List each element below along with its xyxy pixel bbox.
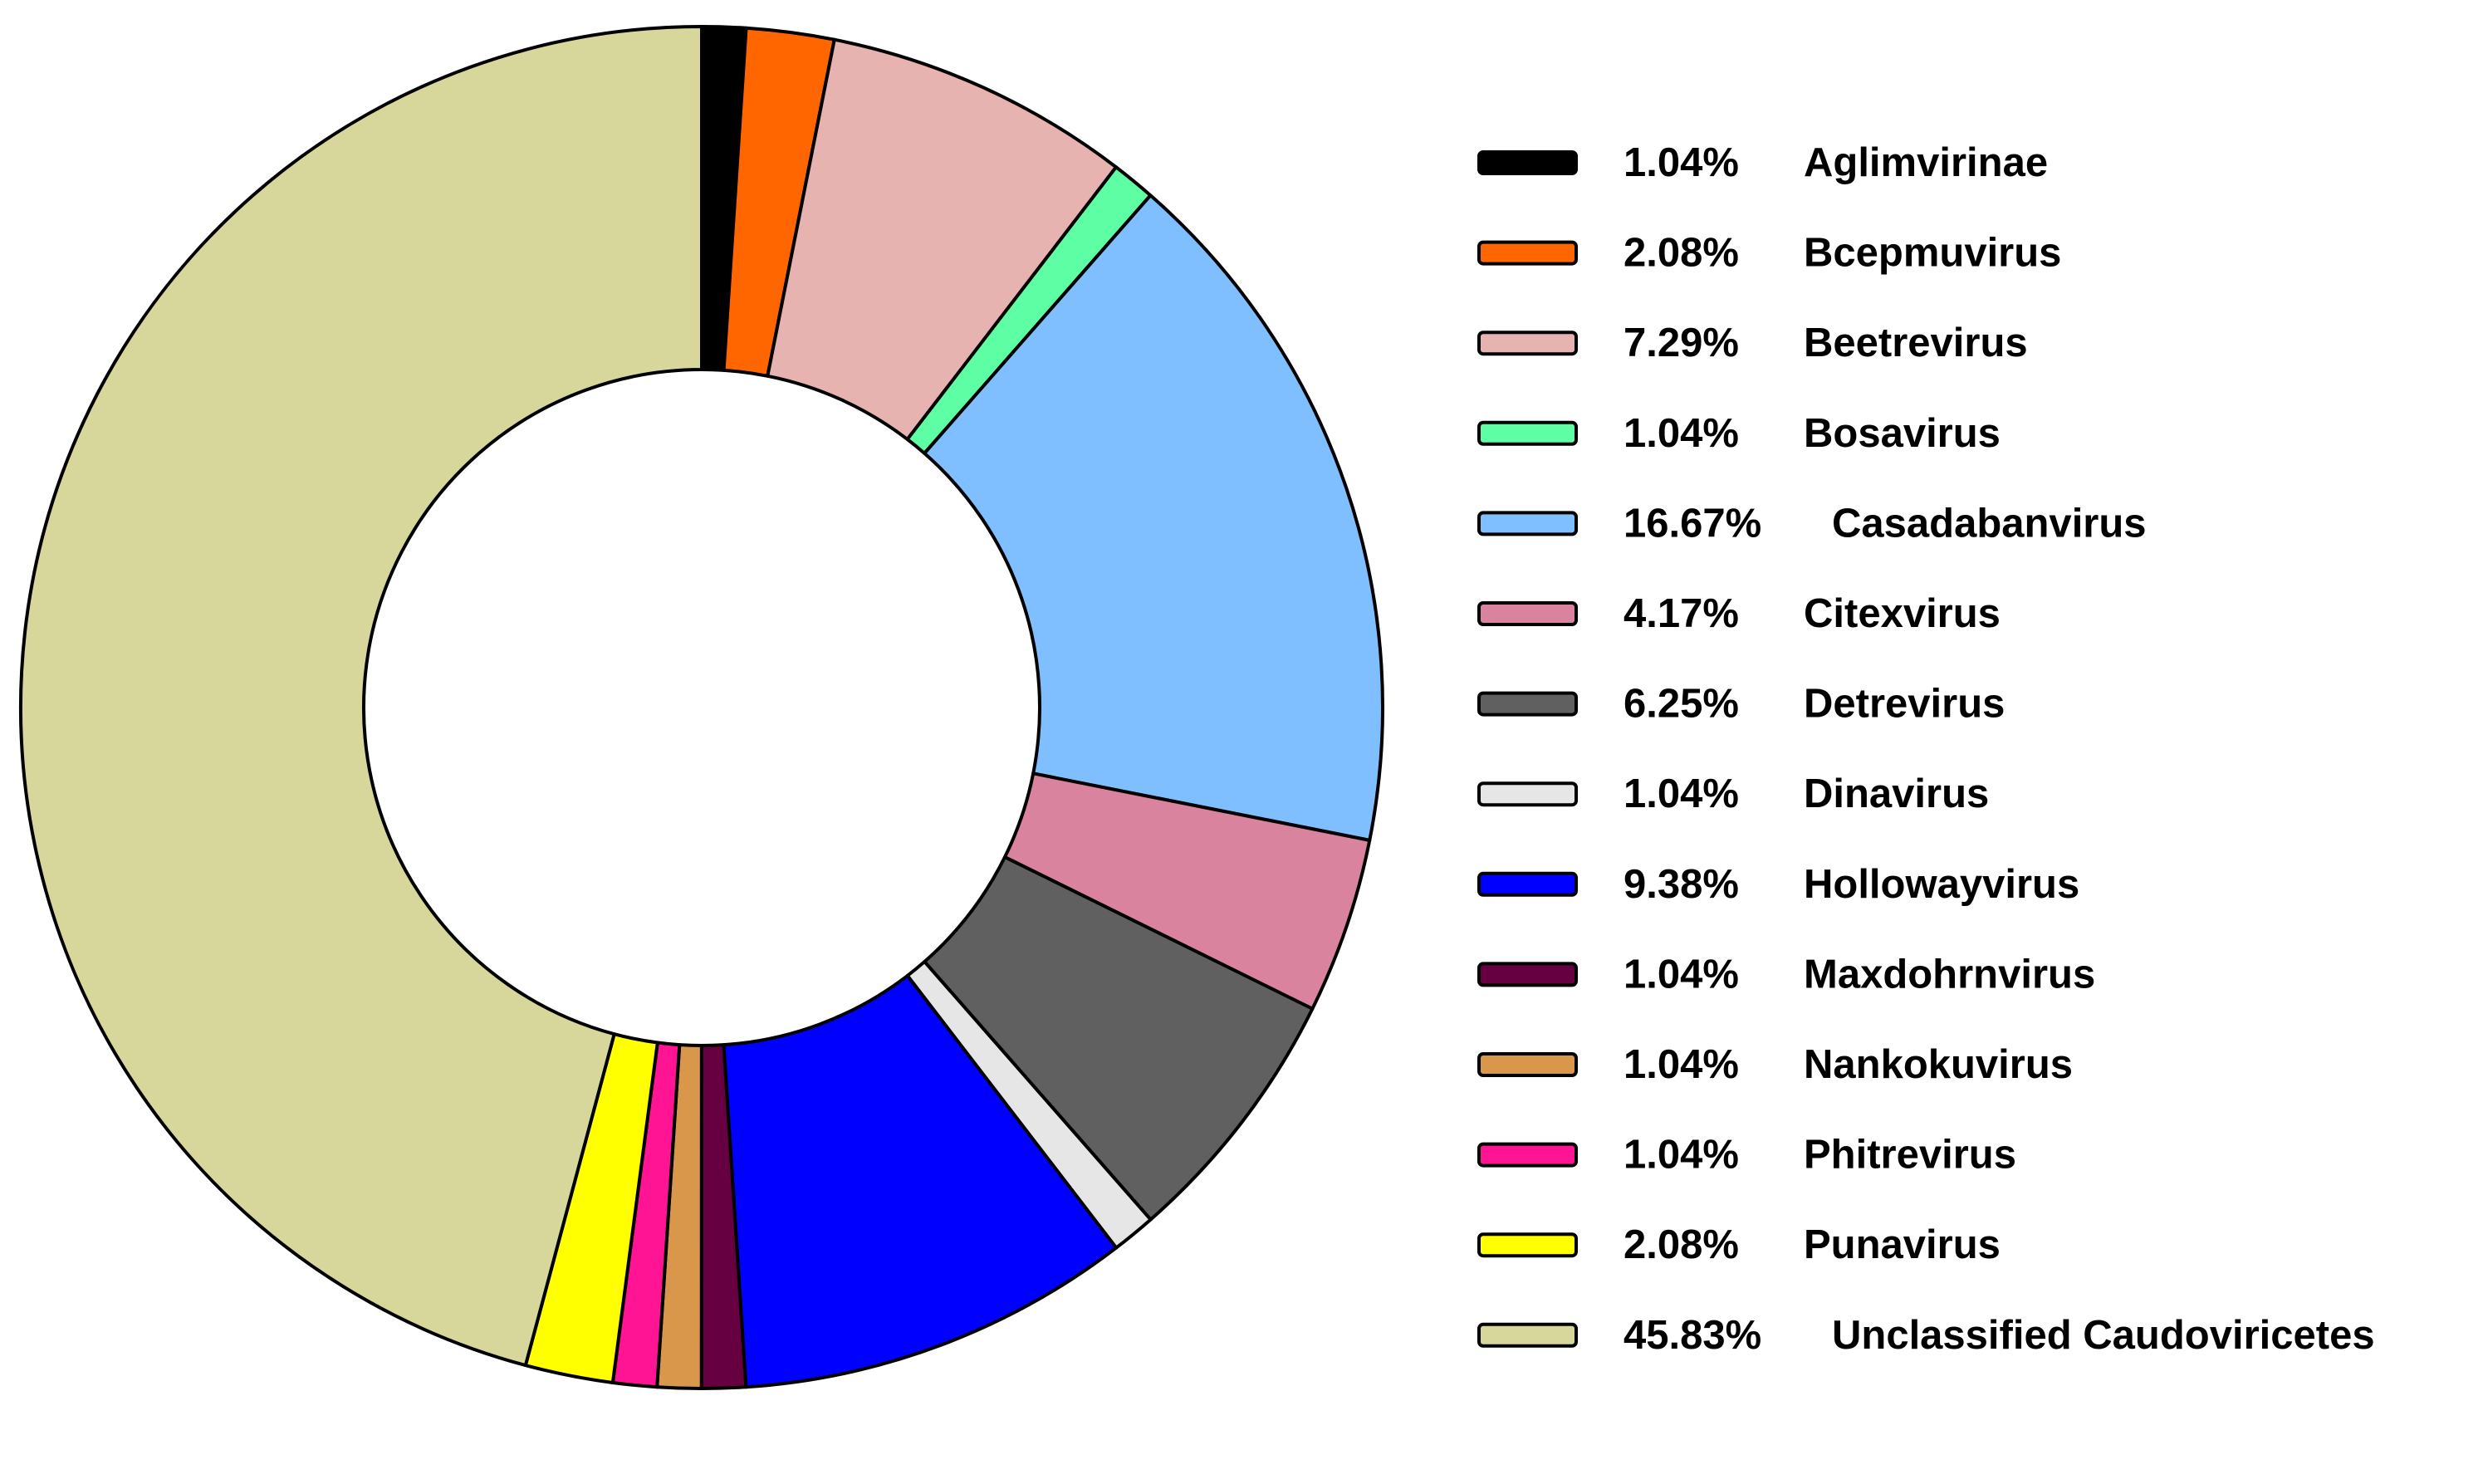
legend-value-dinavirus: 1.04% xyxy=(1624,771,1739,816)
legend-item-unclassified-caudoviricetes: 45.83% Unclassified Caudoviricetes xyxy=(1477,1313,2375,1358)
legend-swatch-bcepmuvirus xyxy=(1477,240,1578,266)
legend-value-beetrevirus: 7.29% xyxy=(1624,321,1739,365)
legend-label-hollowayvirus: Hollowayvirus xyxy=(1804,862,2079,907)
legend-label-unclassified-caudoviricetes: Unclassified Caudoviricetes xyxy=(1832,1313,2375,1358)
legend-swatch-unclassified-caudoviricetes xyxy=(1477,1322,1578,1348)
slice-unclassified-caudoviricetes xyxy=(18,25,703,1368)
legend-item-maxdohrnvirus: 1.04% Maxdohrnvirus xyxy=(1477,952,2095,997)
legend-swatch-detrevirus xyxy=(1477,691,1578,717)
legend-label-bosavirus: Bosavirus xyxy=(1804,411,2001,456)
legend-value-punavirus: 2.08% xyxy=(1624,1222,1739,1267)
legend-value-nankokuvirus: 1.04% xyxy=(1624,1042,1739,1087)
legend-swatch-bosavirus xyxy=(1477,420,1578,446)
legend-item-punavirus: 2.08% Punavirus xyxy=(1477,1222,2001,1267)
legend-label-aglimvirinae: Aglimvirinae xyxy=(1804,140,2048,185)
legend-swatch-citexvirus xyxy=(1477,601,1578,626)
donut-slices xyxy=(18,25,1384,1391)
legend-label-bcepmuvirus: Bcepmuvirus xyxy=(1804,231,2061,276)
legend-value-bosavirus: 1.04% xyxy=(1624,411,1739,456)
legend-label-maxdohrnvirus: Maxdohrnvirus xyxy=(1804,952,2095,997)
legend-item-bcepmuvirus: 2.08% Bcepmuvirus xyxy=(1477,231,2061,276)
legend-label-punavirus: Punavirus xyxy=(1804,1222,2001,1267)
legend-item-nankokuvirus: 1.04% Nankokuvirus xyxy=(1477,1042,2073,1087)
legend-label-citexvirus: Citexvirus xyxy=(1804,591,2001,636)
legend-swatch-beetrevirus xyxy=(1477,331,1578,356)
legend-item-hollowayvirus: 9.38% Hollowayvirus xyxy=(1477,862,2079,907)
legend-label-phitrevirus: Phitrevirus xyxy=(1804,1133,2016,1178)
legend-value-bcepmuvirus: 2.08% xyxy=(1624,231,1739,276)
legend-value-detrevirus: 6.25% xyxy=(1624,682,1739,727)
legend-label-nankokuvirus: Nankokuvirus xyxy=(1804,1042,2073,1087)
legend-label-beetrevirus: Beetrevirus xyxy=(1804,321,2028,365)
legend-swatch-phitrevirus xyxy=(1477,1142,1578,1168)
legend-swatch-maxdohrnvirus xyxy=(1477,962,1578,987)
legend-swatch-hollowayvirus xyxy=(1477,871,1578,897)
legend-item-citexvirus: 4.17% Citexvirus xyxy=(1477,591,2001,636)
legend-label-dinavirus: Dinavirus xyxy=(1804,771,1989,816)
legend-label-casadabanvirus: Casadabanvirus xyxy=(1832,501,2147,546)
legend-value-casadabanvirus: 16.67% xyxy=(1624,501,1761,546)
legend-value-unclassified-caudoviricetes: 45.83% xyxy=(1624,1313,1761,1358)
legend-swatch-nankokuvirus xyxy=(1477,1052,1578,1077)
legend-value-maxdohrnvirus: 1.04% xyxy=(1624,952,1739,997)
legend-item-bosavirus: 1.04% Bosavirus xyxy=(1477,411,2001,456)
legend: 1.04% Aglimvirinae 2.08% Bcepmuvirus 7.29% Be… xyxy=(1477,140,2375,1358)
legend-value-citexvirus: 4.17% xyxy=(1624,591,1739,636)
legend-swatch-punavirus xyxy=(1477,1232,1578,1258)
legend-item-dinavirus: 1.04% Dinavirus xyxy=(1477,771,1989,816)
legend-item-beetrevirus: 7.29% Beetrevirus xyxy=(1477,321,2028,365)
legend-label-detrevirus: Detrevirus xyxy=(1804,682,2005,727)
slice-hollowayvirus xyxy=(722,973,1119,1389)
legend-item-phitrevirus: 1.04% Phitrevirus xyxy=(1477,1133,2016,1178)
legend-value-hollowayvirus: 9.38% xyxy=(1624,862,1739,907)
legend-item-casadabanvirus: 16.67% Casadabanvirus xyxy=(1477,501,2147,546)
legend-value-phitrevirus: 1.04% xyxy=(1624,1133,1739,1178)
slice-casadabanvirus xyxy=(923,193,1384,842)
legend-value-aglimvirinae: 1.04% xyxy=(1624,140,1739,185)
legend-swatch-aglimvirinae xyxy=(1477,150,1578,175)
legend-swatch-casadabanvirus xyxy=(1477,511,1578,536)
legend-swatch-dinavirus xyxy=(1477,781,1578,807)
legend-item-detrevirus: 6.25% Detrevirus xyxy=(1477,682,2005,727)
legend-item-aglimvirinae: 1.04% Aglimvirinae xyxy=(1477,140,2048,185)
